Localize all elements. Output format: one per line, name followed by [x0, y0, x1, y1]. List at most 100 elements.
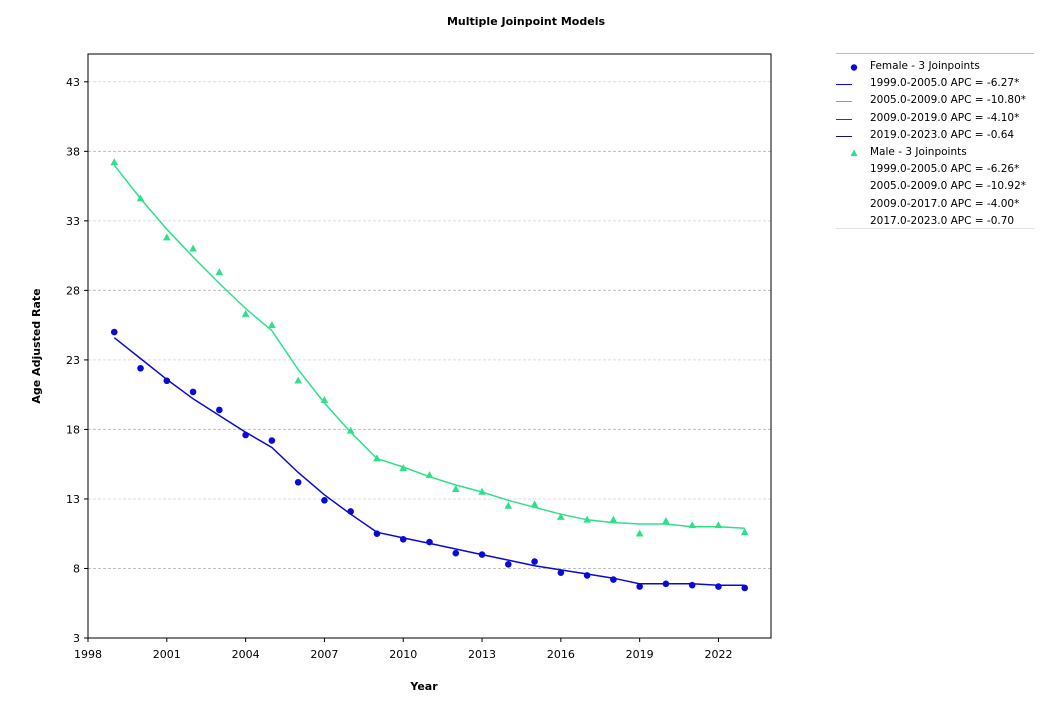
- segment-blank-icon: [846, 217, 862, 228]
- data-point-female: [610, 576, 617, 583]
- y-tick-label: 38: [66, 145, 80, 158]
- legend-label: 2009.0-2019.0 APC = -4.10*: [870, 111, 1020, 124]
- y-axis-label: Age Adjusted Rate: [30, 288, 43, 403]
- data-point-female: [216, 406, 223, 414]
- legend-series-entry: Female - 3 Joinpoints: [836, 59, 1034, 76]
- legend-segment-entry: 2009.0-2019.0 APC = -4.10*: [836, 111, 1034, 128]
- data-point-male: [163, 233, 171, 241]
- legend-label: 2019.0-2023.0 APC = -0.64: [870, 128, 1015, 141]
- x-tick-label: 2001: [153, 648, 181, 661]
- data-point-female: [636, 583, 643, 590]
- data-point-female: [478, 551, 486, 558]
- data-point-female: [137, 364, 144, 372]
- x-tick-label: 2004: [232, 648, 260, 661]
- data-point-male: [740, 528, 749, 536]
- plot-area: [87, 53, 772, 639]
- data-point-male: [189, 244, 197, 252]
- segment-line-icon: [836, 84, 852, 86]
- legend-label: Male - 3 Joinpoints: [870, 146, 967, 158]
- data-point-female: [294, 478, 302, 486]
- data-point-male: [478, 487, 486, 495]
- data-point-female: [321, 497, 328, 504]
- legend: Female - 3 Joinpoints 1999.0-2005.0 APC =…: [836, 53, 1034, 229]
- data-point-female: [688, 581, 696, 589]
- data-point-male: [662, 517, 670, 524]
- x-axis: 1998 2001 2004 2007 2010 2013 2016 2019 2022: [74, 638, 732, 661]
- legend-segment-entry: 2005.0-2009.0 APC = -10.92*: [836, 179, 1034, 196]
- data-point-female: [347, 508, 354, 515]
- data-point-female: [715, 583, 722, 590]
- legend-segment-entry: 2019.0-2023.0 APC = -0.64: [836, 128, 1034, 145]
- data-point-female: [557, 569, 565, 576]
- data-point-female: [373, 530, 381, 538]
- legend-segment-entry: 2009.0-2017.0 APC = -4.00*: [836, 197, 1034, 214]
- legend-series-entry: Male - 3 Joinpoints: [836, 145, 1034, 162]
- data-point-female: [505, 561, 512, 568]
- data-point-male: [557, 512, 565, 520]
- chart-title: Multiple Joinpoint Models: [447, 15, 605, 28]
- y-tick-label: 23: [66, 354, 80, 367]
- legend-segment-entry: 2005.0-2009.0 APC = -10.80*: [836, 93, 1034, 110]
- data-point-male: [320, 396, 329, 404]
- legend-label: 1999.0-2005.0 APC = -6.27*: [870, 77, 1020, 90]
- x-tick-label: 2016: [547, 648, 575, 661]
- data-point-male: [294, 376, 302, 384]
- y-tick-label: 43: [66, 76, 80, 89]
- segment-line-icon: [836, 135, 852, 137]
- legend-segment-entry: 1999.0-2005.0 APC = -6.26*: [836, 162, 1034, 179]
- legend-label: 2005.0-2009.0 APC = -10.80*: [870, 94, 1027, 107]
- legend-label: Female - 3 Joinpoints: [870, 60, 980, 72]
- data-point-female: [399, 535, 407, 543]
- data-point-male: [688, 521, 696, 529]
- data-point-female: [426, 538, 433, 546]
- data-point-male: [451, 485, 460, 493]
- data-point-male: [241, 309, 250, 317]
- x-tick-label: 2010: [389, 648, 417, 661]
- data-point-female: [531, 558, 538, 565]
- data-point-male: [399, 464, 408, 472]
- data-point-female: [242, 431, 249, 439]
- data-point-female: [452, 549, 460, 557]
- y-tick-label: 18: [66, 423, 80, 436]
- data-point-female: [268, 437, 276, 444]
- x-tick-label: 2022: [704, 648, 732, 661]
- data-point-female: [189, 388, 197, 396]
- series-layer: [110, 158, 749, 592]
- data-point-male: [714, 521, 723, 529]
- data-point-male: [136, 194, 145, 202]
- y-tick-label: 28: [66, 284, 80, 297]
- data-point-male: [373, 454, 381, 462]
- y-tick-label: 8: [73, 562, 80, 575]
- data-point-male: [110, 158, 119, 166]
- data-point-female: [662, 580, 670, 588]
- circle-marker-icon: [850, 64, 858, 71]
- data-point-male: [583, 515, 591, 523]
- x-tick-label: 2007: [310, 648, 338, 661]
- data-point-male: [346, 426, 355, 434]
- segment-blank-icon: [846, 182, 862, 193]
- legend-label: 2005.0-2009.0 APC = -10.92*: [870, 180, 1027, 193]
- legend-label: 1999.0-2005.0 APC = -6.26*: [870, 163, 1020, 176]
- x-tick-label: 1998: [74, 648, 102, 661]
- data-point-male: [425, 471, 434, 479]
- x-tick-label: 2013: [468, 648, 496, 661]
- data-point-female: [583, 572, 591, 579]
- segment-line-icon: [836, 101, 852, 103]
- segment-blank-icon: [846, 200, 862, 211]
- x-tick-label: 2019: [626, 648, 654, 661]
- data-point-male: [609, 515, 618, 523]
- gridlines: [88, 81, 771, 569]
- data-point-male: [530, 500, 539, 508]
- legend-segment-entry: 1999.0-2005.0 APC = -6.27*: [836, 76, 1034, 93]
- data-point-male: [504, 501, 513, 509]
- data-point-male: [635, 529, 644, 537]
- fitted-line-female: [113, 337, 745, 586]
- segment-blank-icon: [846, 165, 862, 176]
- x-axis-label: Year: [409, 680, 438, 693]
- y-tick-label: 13: [66, 493, 80, 506]
- y-tick-label: 3: [73, 632, 80, 645]
- data-point-female: [163, 377, 171, 385]
- triangle-marker-icon: [850, 149, 858, 156]
